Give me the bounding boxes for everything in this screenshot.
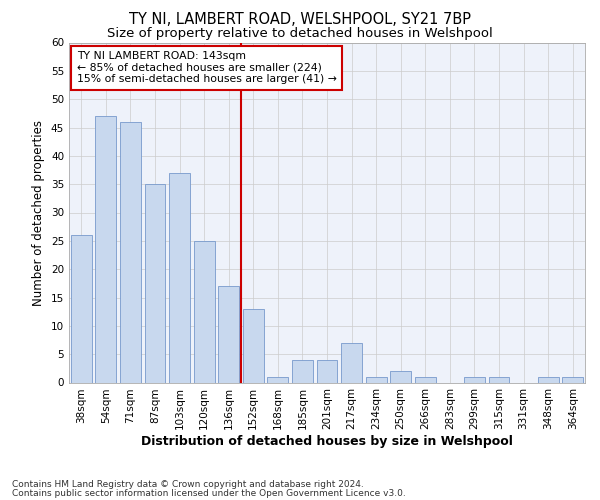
Bar bbox=[120, 122, 141, 382]
Bar bbox=[194, 241, 215, 382]
Text: Contains public sector information licensed under the Open Government Licence v3: Contains public sector information licen… bbox=[12, 488, 406, 498]
Bar bbox=[538, 377, 559, 382]
Bar bbox=[464, 377, 485, 382]
Bar bbox=[488, 377, 509, 382]
Y-axis label: Number of detached properties: Number of detached properties bbox=[32, 120, 46, 306]
Bar bbox=[218, 286, 239, 382]
Bar bbox=[562, 377, 583, 382]
X-axis label: Distribution of detached houses by size in Welshpool: Distribution of detached houses by size … bbox=[141, 435, 513, 448]
Bar bbox=[415, 377, 436, 382]
Text: Size of property relative to detached houses in Welshpool: Size of property relative to detached ho… bbox=[107, 28, 493, 40]
Bar bbox=[71, 235, 92, 382]
Bar bbox=[243, 309, 264, 382]
Bar bbox=[390, 371, 411, 382]
Text: TY NI, LAMBERT ROAD, WELSHPOOL, SY21 7BP: TY NI, LAMBERT ROAD, WELSHPOOL, SY21 7BP bbox=[129, 12, 471, 28]
Bar bbox=[292, 360, 313, 382]
Bar bbox=[169, 173, 190, 382]
Text: Contains HM Land Registry data © Crown copyright and database right 2024.: Contains HM Land Registry data © Crown c… bbox=[12, 480, 364, 489]
Bar bbox=[365, 377, 386, 382]
Text: TY NI LAMBERT ROAD: 143sqm
← 85% of detached houses are smaller (224)
15% of sem: TY NI LAMBERT ROAD: 143sqm ← 85% of deta… bbox=[77, 51, 337, 84]
Bar bbox=[95, 116, 116, 382]
Bar bbox=[317, 360, 337, 382]
Bar bbox=[341, 343, 362, 382]
Bar bbox=[145, 184, 166, 382]
Bar bbox=[268, 377, 289, 382]
